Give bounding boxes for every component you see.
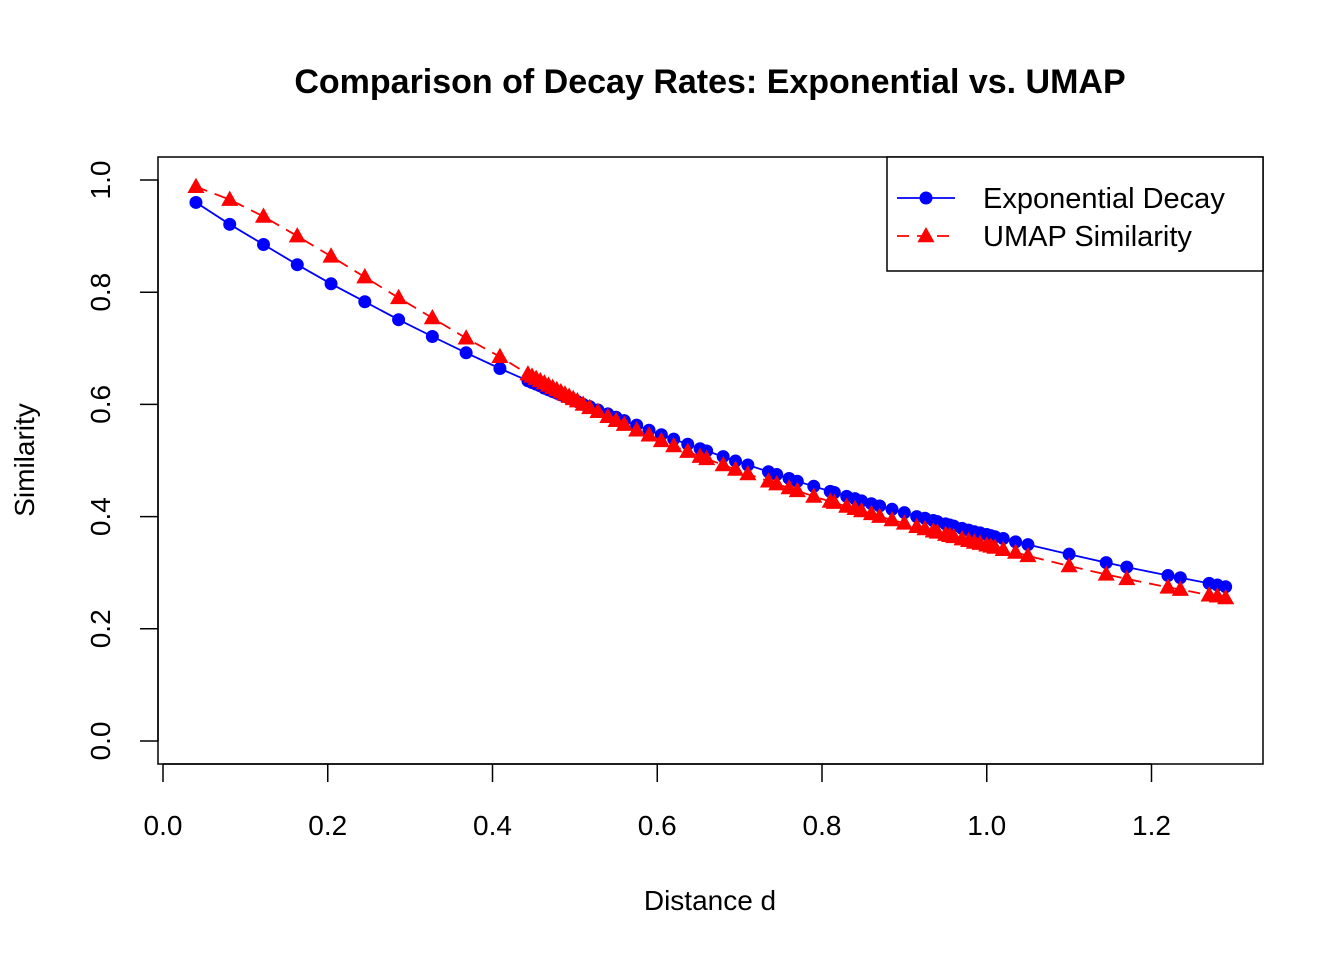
data-point <box>805 487 823 503</box>
legend-marker <box>917 227 935 243</box>
data-point <box>1007 543 1025 559</box>
series-umap-similarity <box>187 177 1235 605</box>
x-tick-label: 1.2 <box>1132 810 1171 841</box>
data-point <box>873 499 887 513</box>
data-point <box>788 481 806 498</box>
data-point <box>895 514 913 530</box>
data-point <box>994 540 1012 556</box>
data-point <box>1173 571 1187 585</box>
data-point <box>223 217 237 231</box>
data-point <box>698 449 716 466</box>
data-point <box>390 288 408 305</box>
data-point <box>1009 535 1023 549</box>
x-axis-label: Distance d <box>644 885 776 916</box>
data-point <box>714 455 732 472</box>
x-axis: 0.0 0.2 0.4 0.6 0.8 1.0 1.2 <box>144 763 1171 841</box>
data-point <box>1099 556 1113 570</box>
legend-label: Exponential Decay <box>983 183 1225 215</box>
y-tick-label: 0.8 <box>85 273 116 312</box>
data-point <box>855 494 869 508</box>
data-point <box>665 436 683 453</box>
legend-label: UMAP Similarity <box>983 221 1192 253</box>
data-point <box>1161 569 1175 583</box>
chart-title: Comparison of Decay Rates: Exponential v… <box>294 63 1125 101</box>
data-point <box>852 501 871 518</box>
data-point <box>459 346 473 360</box>
x-tick-label: 1.0 <box>967 810 1006 841</box>
data-point <box>807 479 821 493</box>
data-point <box>1019 546 1037 563</box>
data-point <box>1062 547 1076 561</box>
data-point <box>1159 578 1177 594</box>
data-point <box>493 361 507 375</box>
data-point <box>770 468 784 482</box>
data-point <box>652 431 670 448</box>
data-point <box>996 531 1010 545</box>
y-tick-label: 0.2 <box>85 609 116 648</box>
data-point <box>1217 588 1235 605</box>
y-tick-label: 0.6 <box>85 385 116 424</box>
data-point <box>615 415 633 431</box>
x-tick-label: 0.8 <box>803 810 842 841</box>
y-tick-label: 0.4 <box>85 497 116 536</box>
series-layer <box>187 177 1235 605</box>
data-point <box>1060 556 1078 573</box>
data-point <box>1021 538 1035 552</box>
data-point <box>628 421 646 437</box>
x-tick-label: 0.4 <box>473 810 512 841</box>
legend-marker <box>919 191 933 205</box>
data-point <box>726 460 745 476</box>
x-tick-label: 0.2 <box>308 810 347 841</box>
x-tick-label: 0.6 <box>638 810 677 841</box>
data-point <box>1219 580 1233 594</box>
data-point <box>1118 569 1136 586</box>
legend-entry-umap-similarity: UMAP Similarity <box>897 221 1192 253</box>
data-point <box>679 442 697 458</box>
data-point <box>290 258 304 272</box>
data-point <box>739 464 757 481</box>
data-point <box>288 227 306 243</box>
data-point <box>589 402 607 418</box>
data-point <box>885 502 899 516</box>
y-tick-label: 1.0 <box>85 161 116 200</box>
legend-entry-exponential-decay: Exponential Decay <box>897 183 1225 215</box>
data-point <box>392 313 406 327</box>
data-point <box>358 295 372 309</box>
legend-box <box>886 156 1264 272</box>
data-point <box>883 510 901 527</box>
x-tick-label: 0.0 <box>144 810 183 841</box>
legend: Exponential Decay UMAP Similarity <box>886 156 1264 272</box>
y-tick-label: 0.0 <box>85 722 116 761</box>
data-point <box>491 347 509 364</box>
y-axis: 0.0 0.2 0.4 0.6 0.8 1.0 <box>85 161 159 761</box>
data-point <box>1097 565 1115 581</box>
data-point <box>423 309 441 325</box>
data-point <box>189 195 203 209</box>
data-point <box>256 238 270 252</box>
data-point <box>768 475 786 491</box>
data-point <box>187 177 205 194</box>
data-point <box>221 190 239 206</box>
y-axis-label: Similarity <box>9 403 40 517</box>
data-point <box>457 329 475 345</box>
data-point <box>897 506 911 520</box>
data-point <box>322 247 340 263</box>
data-point <box>790 474 804 488</box>
data-point <box>1171 580 1189 596</box>
data-point <box>356 268 374 284</box>
data-point <box>825 493 843 509</box>
data-point <box>425 330 439 344</box>
data-point <box>324 277 338 291</box>
data-point <box>640 426 658 442</box>
data-point <box>254 207 273 223</box>
data-point <box>1120 560 1134 574</box>
data-point <box>871 507 889 523</box>
